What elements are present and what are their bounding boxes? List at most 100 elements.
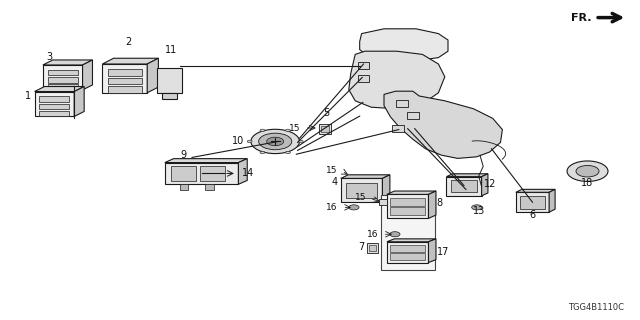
Text: 7: 7 bbox=[358, 242, 365, 252]
Polygon shape bbox=[383, 175, 390, 203]
Circle shape bbox=[576, 165, 599, 177]
Text: 14: 14 bbox=[242, 168, 254, 179]
Circle shape bbox=[349, 205, 359, 210]
Circle shape bbox=[567, 161, 608, 181]
Text: 10: 10 bbox=[232, 136, 244, 147]
Bar bbox=[396, 100, 408, 107]
Circle shape bbox=[267, 137, 284, 146]
Bar bbox=[108, 69, 142, 76]
Polygon shape bbox=[239, 159, 247, 184]
Bar bbox=[387, 242, 429, 262]
Circle shape bbox=[285, 151, 291, 154]
Polygon shape bbox=[74, 86, 84, 116]
Circle shape bbox=[390, 232, 400, 237]
Polygon shape bbox=[165, 159, 247, 163]
Bar bbox=[163, 93, 177, 99]
Bar bbox=[369, 245, 376, 251]
Polygon shape bbox=[429, 239, 436, 262]
Polygon shape bbox=[340, 175, 390, 179]
Polygon shape bbox=[387, 239, 436, 242]
Text: 12: 12 bbox=[484, 179, 496, 189]
Polygon shape bbox=[549, 189, 555, 212]
Bar bbox=[390, 253, 425, 260]
Bar bbox=[367, 243, 378, 253]
Polygon shape bbox=[83, 60, 93, 90]
Text: FR.: FR. bbox=[571, 12, 591, 23]
Bar bbox=[390, 198, 425, 206]
Bar bbox=[47, 84, 78, 90]
Text: 17: 17 bbox=[436, 247, 449, 257]
Circle shape bbox=[298, 140, 303, 143]
Text: 2: 2 bbox=[125, 37, 131, 47]
Bar bbox=[47, 70, 78, 75]
Text: 4: 4 bbox=[332, 177, 338, 188]
Text: 16: 16 bbox=[367, 230, 379, 239]
Polygon shape bbox=[102, 58, 159, 64]
Text: 16: 16 bbox=[326, 203, 338, 212]
Text: 3: 3 bbox=[46, 52, 52, 61]
Text: 1: 1 bbox=[24, 91, 31, 100]
Bar bbox=[108, 78, 142, 84]
Circle shape bbox=[251, 129, 300, 154]
Bar bbox=[47, 77, 78, 83]
Bar bbox=[387, 195, 429, 219]
Text: 15: 15 bbox=[326, 166, 338, 175]
Bar bbox=[407, 112, 419, 119]
PathPatch shape bbox=[360, 29, 448, 61]
Text: 15: 15 bbox=[289, 124, 301, 132]
Bar bbox=[392, 125, 404, 132]
Bar bbox=[165, 163, 239, 184]
Polygon shape bbox=[387, 191, 436, 195]
Circle shape bbox=[260, 129, 265, 132]
Circle shape bbox=[260, 151, 265, 154]
Circle shape bbox=[472, 205, 482, 210]
Text: 13: 13 bbox=[472, 206, 485, 216]
Bar bbox=[205, 184, 214, 190]
Bar bbox=[381, 195, 435, 270]
Bar bbox=[157, 68, 182, 93]
Text: 18: 18 bbox=[581, 178, 594, 188]
Polygon shape bbox=[35, 86, 84, 92]
Bar bbox=[516, 192, 549, 212]
FancyBboxPatch shape bbox=[43, 65, 83, 90]
FancyBboxPatch shape bbox=[35, 92, 74, 116]
Bar bbox=[451, 180, 477, 192]
Polygon shape bbox=[516, 189, 555, 192]
PathPatch shape bbox=[384, 91, 502, 158]
Bar bbox=[321, 125, 329, 132]
Bar bbox=[379, 199, 387, 205]
Bar bbox=[108, 86, 142, 92]
Text: 9: 9 bbox=[180, 150, 187, 160]
Polygon shape bbox=[481, 174, 488, 196]
Text: 15: 15 bbox=[355, 193, 366, 202]
Bar bbox=[39, 111, 70, 116]
Bar bbox=[346, 183, 378, 198]
Text: 8: 8 bbox=[436, 198, 443, 208]
Circle shape bbox=[259, 133, 292, 150]
Text: 6: 6 bbox=[529, 210, 536, 220]
Polygon shape bbox=[429, 191, 436, 219]
Bar bbox=[179, 184, 188, 190]
Bar bbox=[358, 75, 369, 82]
Bar bbox=[390, 207, 425, 215]
Circle shape bbox=[247, 140, 252, 143]
Text: 11: 11 bbox=[165, 45, 178, 55]
Bar bbox=[39, 96, 70, 102]
Bar bbox=[520, 196, 545, 209]
Bar bbox=[39, 104, 70, 109]
Bar bbox=[340, 179, 382, 203]
Bar bbox=[390, 245, 425, 252]
Polygon shape bbox=[447, 174, 488, 177]
Bar bbox=[358, 62, 369, 69]
Polygon shape bbox=[43, 60, 93, 65]
Bar bbox=[200, 166, 225, 181]
FancyBboxPatch shape bbox=[102, 64, 147, 93]
Bar bbox=[447, 177, 482, 196]
Text: TGG4B1110C: TGG4B1110C bbox=[568, 303, 624, 312]
PathPatch shape bbox=[349, 51, 445, 109]
Circle shape bbox=[285, 129, 291, 132]
Polygon shape bbox=[147, 58, 159, 93]
Bar bbox=[171, 166, 196, 181]
Bar bbox=[319, 124, 331, 134]
Text: 5: 5 bbox=[323, 108, 330, 118]
